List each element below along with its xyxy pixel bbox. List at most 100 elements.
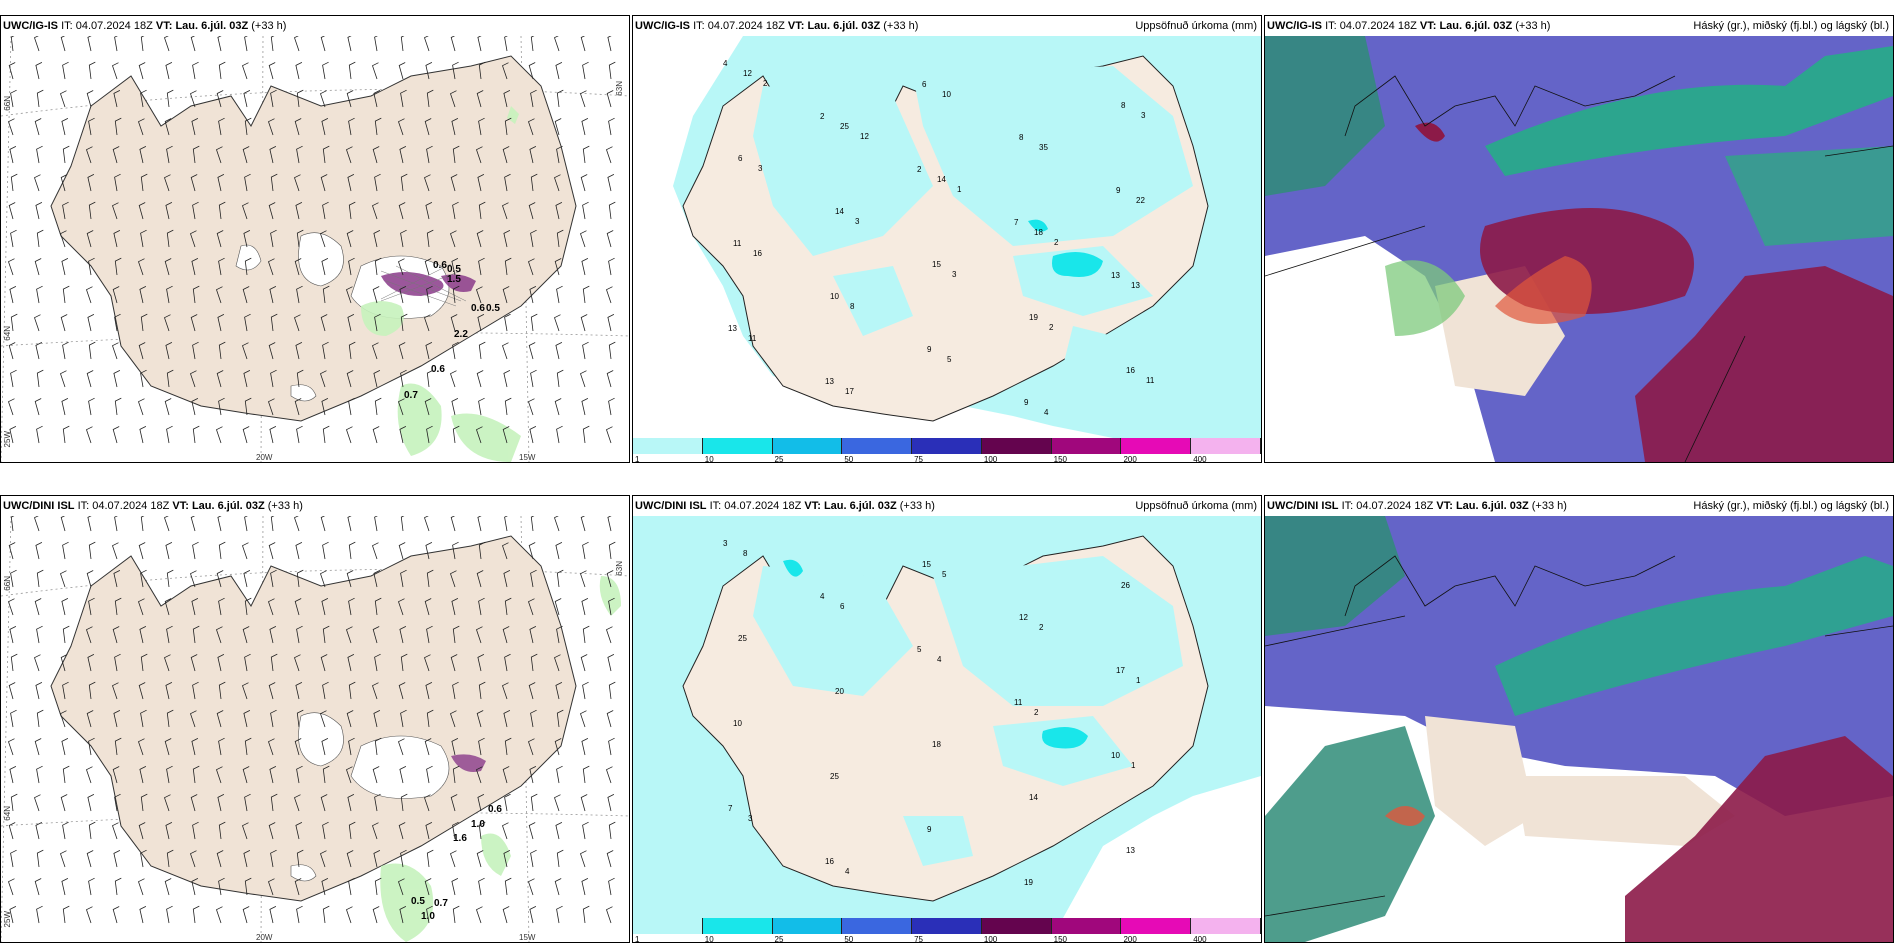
wind-barb	[503, 710, 511, 728]
wind-barb	[190, 36, 196, 52]
wind-barb	[166, 765, 173, 784]
wind-barb	[581, 878, 589, 896]
colorbar-tick: 150	[1053, 455, 1068, 463]
precip-value: 13	[1131, 281, 1140, 290]
wind-barb	[218, 821, 226, 840]
wind-barb	[321, 258, 329, 276]
colorbar-tick: 50	[844, 455, 854, 463]
wind-barb	[450, 314, 458, 332]
colorbar-tick: 50	[844, 935, 854, 943]
wind-barb	[581, 398, 589, 416]
precip-value: 3	[748, 814, 753, 823]
wind-barb	[424, 878, 432, 896]
wind-barb	[606, 906, 613, 924]
precip-value: 25	[830, 772, 839, 781]
wind-barb	[580, 794, 588, 812]
wind-barb	[502, 62, 509, 80]
wind-barb	[373, 710, 381, 728]
wind-barb	[244, 117, 252, 136]
wind-barb	[400, 709, 407, 728]
precip-value: 10	[1111, 751, 1120, 760]
wind-barb	[35, 342, 43, 360]
wind-barb	[113, 570, 121, 588]
wind-barb	[296, 569, 304, 588]
wind-barb	[580, 850, 587, 868]
wind-barb	[216, 710, 224, 728]
wind-barb	[582, 341, 589, 360]
wind-barb	[608, 341, 616, 360]
wind-barb	[192, 145, 200, 164]
wind-barb	[244, 173, 251, 192]
wind-barb	[528, 398, 535, 416]
wind-barb	[580, 654, 588, 672]
wind-barb	[346, 286, 353, 304]
wind-barb	[34, 516, 40, 532]
lon-label-15w: 15W	[519, 453, 536, 462]
wind-barb	[556, 709, 564, 728]
wind-barb	[166, 369, 174, 388]
wind-barb	[87, 794, 95, 812]
wind-barb	[580, 516, 586, 532]
wind-barb	[399, 426, 407, 444]
wind-barb	[10, 369, 17, 388]
wind-barb	[346, 370, 354, 388]
wind-barb	[425, 342, 433, 360]
wind-barb	[426, 905, 433, 924]
wind-barb	[425, 542, 433, 560]
wind-barb	[34, 598, 42, 616]
wind-barb	[35, 542, 43, 560]
wind-barb	[400, 173, 408, 192]
wind-barb	[166, 709, 174, 728]
wind-barb	[112, 286, 120, 304]
wind-barb	[582, 285, 590, 304]
wind-barb	[113, 90, 121, 108]
wind-barb	[243, 570, 251, 588]
wind-barb	[348, 397, 355, 416]
wind-barb	[164, 36, 170, 52]
wind-barb	[478, 877, 485, 896]
wind-barb	[582, 425, 590, 444]
panel-title: UWC/IG-IS IT: 04.07.2024 18Z VT: Lau. 6.…	[1267, 20, 1551, 32]
wind-barb	[580, 230, 587, 248]
wind-barb	[530, 36, 535, 52]
wind-barb	[477, 174, 485, 192]
wind-barb	[86, 906, 93, 924]
wind-barb	[218, 257, 225, 276]
wind-barb	[555, 542, 563, 560]
wind-barb	[452, 145, 460, 164]
precip-value: 6	[840, 602, 845, 611]
wind-barb	[374, 173, 381, 192]
wind-barb	[322, 145, 330, 164]
wind-barb	[424, 174, 431, 192]
wind-barb	[606, 850, 614, 868]
wind-barb	[426, 625, 433, 644]
panel-title: UWC/DINI ISL IT: 04.07.2024 18Z VT: Lau.…	[3, 500, 303, 512]
wind-barb	[8, 542, 16, 560]
wind-barb	[243, 230, 251, 248]
wind-map: 0.6 0.5 1.5 0.6 0.5 2.2 0.6 0.7	[1, 36, 629, 462]
wind-barb	[346, 766, 353, 784]
wind-barb	[451, 118, 459, 136]
wind-barb	[398, 682, 406, 700]
wind-barb	[8, 258, 15, 276]
precip-value: 8	[850, 302, 855, 311]
precip-value: 9	[1024, 398, 1029, 407]
wind-barb	[425, 202, 433, 220]
wind-barb	[580, 90, 587, 108]
wind-barb	[554, 118, 562, 136]
wind-barb	[554, 258, 562, 276]
precip-value: 35	[1039, 143, 1048, 152]
wind-barb	[88, 877, 95, 896]
wind-barb	[60, 174, 68, 192]
wind-barb	[346, 90, 354, 108]
lon-label-20w: 20W	[256, 453, 273, 462]
panel-ig-is-precip: UWC/IG-IS IT: 04.07.2024 18Z VT: Lau. 6.…	[632, 15, 1262, 463]
wind-barb	[61, 738, 69, 756]
wind-barb	[269, 426, 277, 444]
wind-barb	[216, 146, 223, 164]
wind-barb	[88, 61, 96, 80]
wind-barb	[450, 850, 457, 868]
wind-barb	[36, 849, 44, 868]
wind-barb	[424, 36, 430, 52]
panel-title: UWC/IG-IS IT: 04.07.2024 18Z VT: Lau. 6.…	[635, 20, 919, 32]
